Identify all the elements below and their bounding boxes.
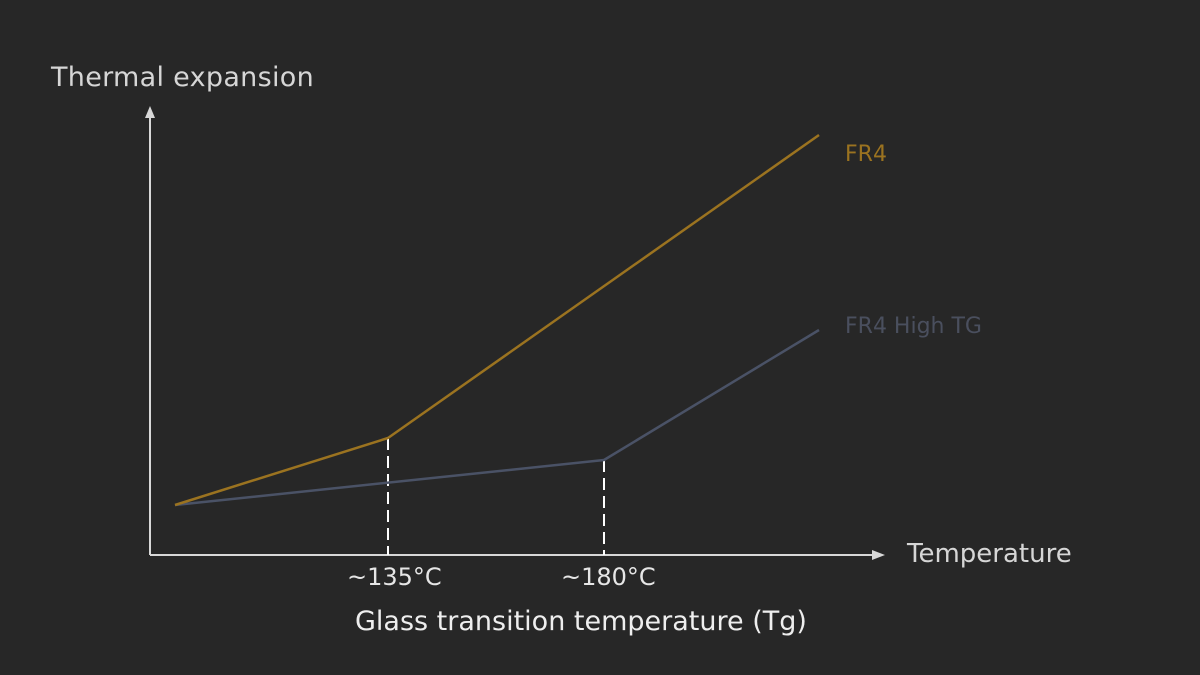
legend-fr4: FR4 bbox=[845, 142, 887, 167]
y-axis-arrow-icon bbox=[145, 106, 155, 118]
tick-label-135: ~135°C bbox=[347, 563, 442, 591]
series-fr4 bbox=[174, 133, 820, 507]
tick-label-180: ~180°C bbox=[561, 563, 656, 591]
series-fr4-high-tg bbox=[174, 328, 820, 507]
x-axis-arrow-icon bbox=[872, 550, 885, 560]
legend-fr4-high-tg: FR4 High TG bbox=[845, 314, 982, 339]
x-axis-label: Temperature bbox=[907, 539, 1072, 569]
chart-caption: Glass transition temperature (Tg) bbox=[355, 606, 807, 637]
y-axis-label: Thermal expansion bbox=[51, 62, 314, 93]
